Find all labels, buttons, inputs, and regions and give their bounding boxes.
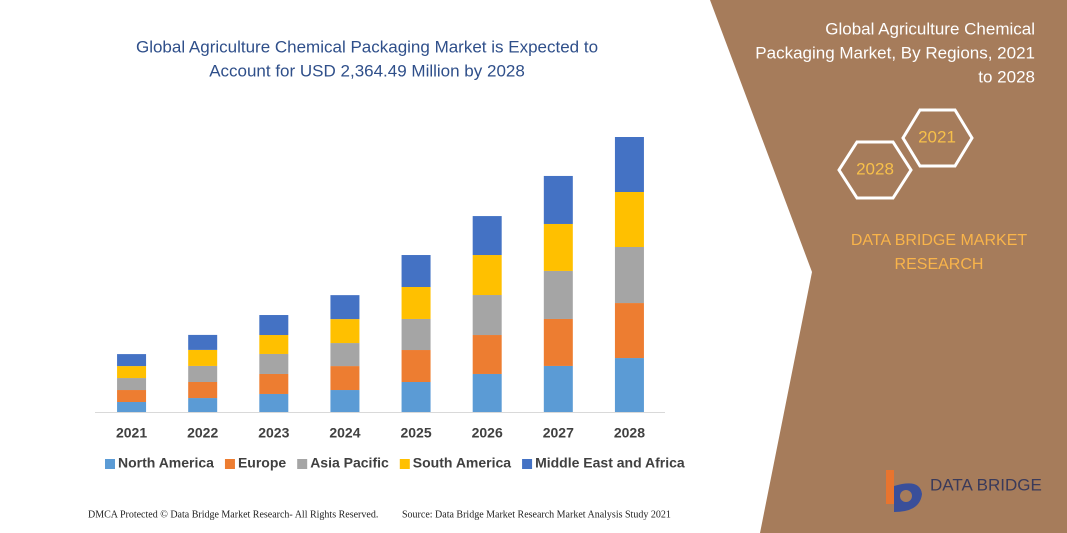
- bar-segment: [472, 255, 502, 296]
- logo-text: DATA BRIDGE: [930, 475, 1042, 494]
- bar-segment: [401, 382, 431, 412]
- bar-segment: [330, 366, 360, 391]
- chart-title: Account for USD 2,364.49 Million by 2028: [209, 61, 525, 80]
- bar-segment: [259, 335, 289, 354]
- legend-swatch: [399, 459, 410, 469]
- legend-label: North America: [118, 455, 214, 471]
- bar-segment: [543, 270, 573, 319]
- bar-segment: [188, 349, 218, 366]
- bar-segment: [614, 303, 644, 359]
- bar-segment: [543, 175, 573, 224]
- bar-segment: [117, 402, 147, 412]
- side-panel: [710, 0, 1067, 533]
- bar-segment: [117, 390, 147, 402]
- bar-segment: [188, 382, 218, 399]
- legend-swatch: [105, 459, 115, 469]
- legend-label: Asia Pacific: [310, 455, 389, 471]
- bar-segment: [472, 335, 502, 374]
- bar-segment: [543, 318, 573, 366]
- bar-segment: [188, 334, 218, 350]
- x-tick-label: 2026: [472, 425, 503, 441]
- x-tick-label: 2027: [543, 425, 574, 441]
- bar-segment: [614, 192, 644, 247]
- bar-segment: [543, 365, 573, 412]
- bar-segment: [117, 354, 147, 367]
- bar-segment: [188, 398, 218, 412]
- bar-segment: [614, 137, 644, 192]
- bar-segment: [472, 373, 502, 412]
- bar-segment: [259, 393, 289, 412]
- panel-title: Packaging Market, By Regions, 2021: [755, 43, 1035, 62]
- hexagon-label: 2028: [856, 159, 894, 178]
- bar-segment: [472, 295, 502, 336]
- brand-text: DATA BRIDGE MARKET: [851, 232, 1028, 249]
- footer-right: Source: Data Bridge Market Research Mark…: [402, 509, 671, 520]
- bar-segment: [614, 247, 644, 304]
- x-tick-label: 2024: [329, 425, 360, 441]
- bar-segment: [401, 287, 431, 319]
- logo-icon: [886, 470, 922, 512]
- bar-segment: [543, 223, 573, 271]
- bar-segment: [401, 350, 431, 382]
- panel-title: to 2028: [978, 67, 1035, 86]
- bar-segment: [472, 216, 502, 256]
- legend-label: South America: [413, 455, 511, 471]
- x-tick-label: 2023: [258, 425, 289, 441]
- legend-swatch: [224, 459, 235, 469]
- hexagon: [837, 140, 913, 200]
- hexagon: [901, 108, 974, 168]
- bar-segment: [117, 378, 147, 391]
- footer-left: DMCA Protected © Data Bridge Market Rese…: [88, 509, 378, 520]
- chart-title: Global Agriculture Chemical Packaging Ma…: [136, 37, 598, 56]
- legend-label: Middle East and Africa: [535, 455, 685, 471]
- hexagon-label: 2021: [918, 127, 956, 146]
- bar-segment: [117, 366, 147, 379]
- bar-segment: [401, 318, 431, 351]
- bar-segment: [330, 319, 360, 344]
- legend-swatch: [297, 459, 308, 469]
- x-tick-label: 2022: [187, 425, 218, 441]
- bar-segment: [330, 295, 360, 320]
- bar-segment: [259, 315, 289, 336]
- bar-segment: [330, 390, 360, 412]
- bar-segment: [614, 358, 644, 412]
- bar-segment: [330, 343, 360, 367]
- x-tick-label: 2025: [400, 425, 431, 441]
- bar-segment: [259, 353, 289, 374]
- panel-title: Global Agriculture Chemical: [825, 19, 1035, 38]
- legend-swatch: [522, 459, 533, 469]
- legend-label: Europe: [238, 455, 286, 471]
- x-tick-label: 2021: [116, 425, 147, 441]
- bar-segment: [188, 365, 218, 382]
- bar-segment: [259, 373, 289, 394]
- brand-text: RESEARCH: [895, 256, 984, 273]
- bar-segment: [401, 255, 431, 287]
- x-tick-label: 2028: [614, 425, 645, 441]
